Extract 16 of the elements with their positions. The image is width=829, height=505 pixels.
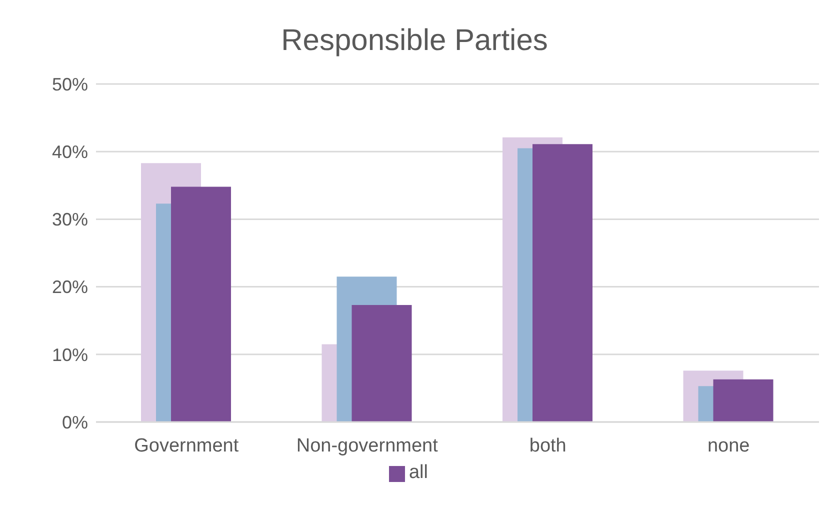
legend-label: all (408, 462, 428, 483)
y-tick-label: 40% (52, 142, 88, 162)
y-tick-label: 20% (52, 277, 88, 298)
chart-title: Responsible Parties (280, 24, 549, 59)
y-tick-label: 10% (52, 344, 88, 365)
bar (352, 305, 412, 422)
bar (532, 144, 592, 422)
y-tick-label: 0% (62, 412, 88, 432)
bar (171, 186, 231, 422)
y-tick-label: 30% (52, 210, 88, 230)
x-tick-label: Non-government (296, 435, 439, 456)
y-tick-label: 50% (52, 74, 88, 94)
bar (713, 379, 774, 422)
x-tick-label: Government (134, 435, 240, 456)
x-tick-label: none (707, 435, 750, 456)
x-tick-label: both (529, 435, 566, 456)
